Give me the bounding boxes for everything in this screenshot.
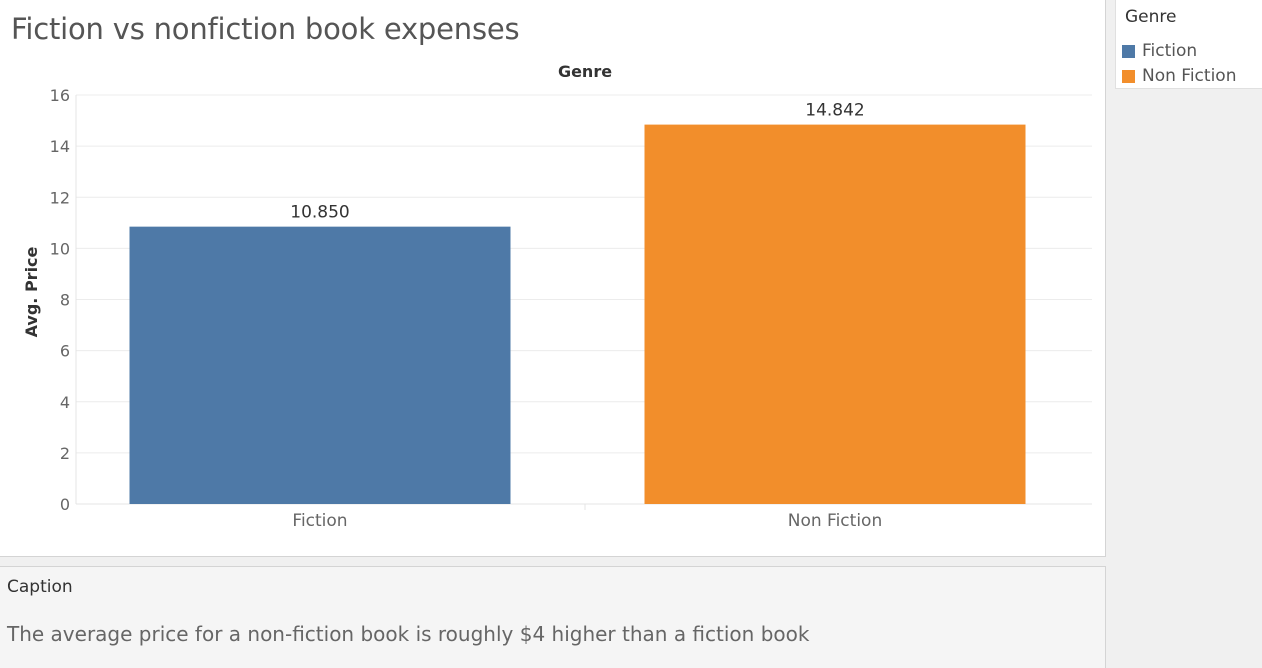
legend: Genre Fiction Non Fiction [1115,0,1262,89]
legend-item-fiction[interactable]: Fiction [1122,41,1197,61]
legend-swatch-fiction [1122,44,1135,58]
data-label-fiction: 10.850 [290,203,349,223]
y-tick-label-14: 14 [50,137,70,156]
bar-fiction [129,226,511,504]
y-tick-label-8: 8 [60,291,70,310]
bar-chart: 0 2 4 6 8 10 12 14 16 Genre Avg. Price 10.850 Fictio… [22,62,1092,531]
x-column-header: Genre [558,62,612,81]
x-tick-label-fiction: Fiction [292,511,347,531]
legend-swatch-non-fiction [1122,69,1135,83]
y-tick-label-16: 16 [50,86,70,105]
y-tick-label-2: 2 [60,444,70,463]
y-tick-label-12: 12 [50,188,70,207]
legend-item-non-fiction[interactable]: Non Fiction [1122,66,1236,86]
chart-panel: Fiction vs nonfiction book expenses 0 2 4 6… [0,0,1106,557]
y-tick-label-4: 4 [60,393,70,412]
caption-text: The average price for a non-fiction book… [7,622,810,646]
legend-label-fiction: Fiction [1142,41,1198,61]
x-tick-label-non-fiction: Non Fiction [788,511,882,531]
data-label-non-fiction: 14.842 [805,101,864,121]
page-title: Fiction vs nonfiction book expenses [11,12,520,46]
caption-title: Caption [7,577,73,597]
y-axis-label: Avg. Price [22,246,41,337]
y-tick-label-6: 6 [60,342,70,361]
y-tick-label-0: 0 [60,495,70,514]
bar-non-fiction [644,124,1026,504]
y-tick-label-10: 10 [50,239,70,258]
caption-panel: Caption The average price for a non-fict… [0,566,1106,668]
legend-title: Genre [1125,7,1177,27]
legend-label-non-fiction: Non Fiction [1142,66,1237,86]
